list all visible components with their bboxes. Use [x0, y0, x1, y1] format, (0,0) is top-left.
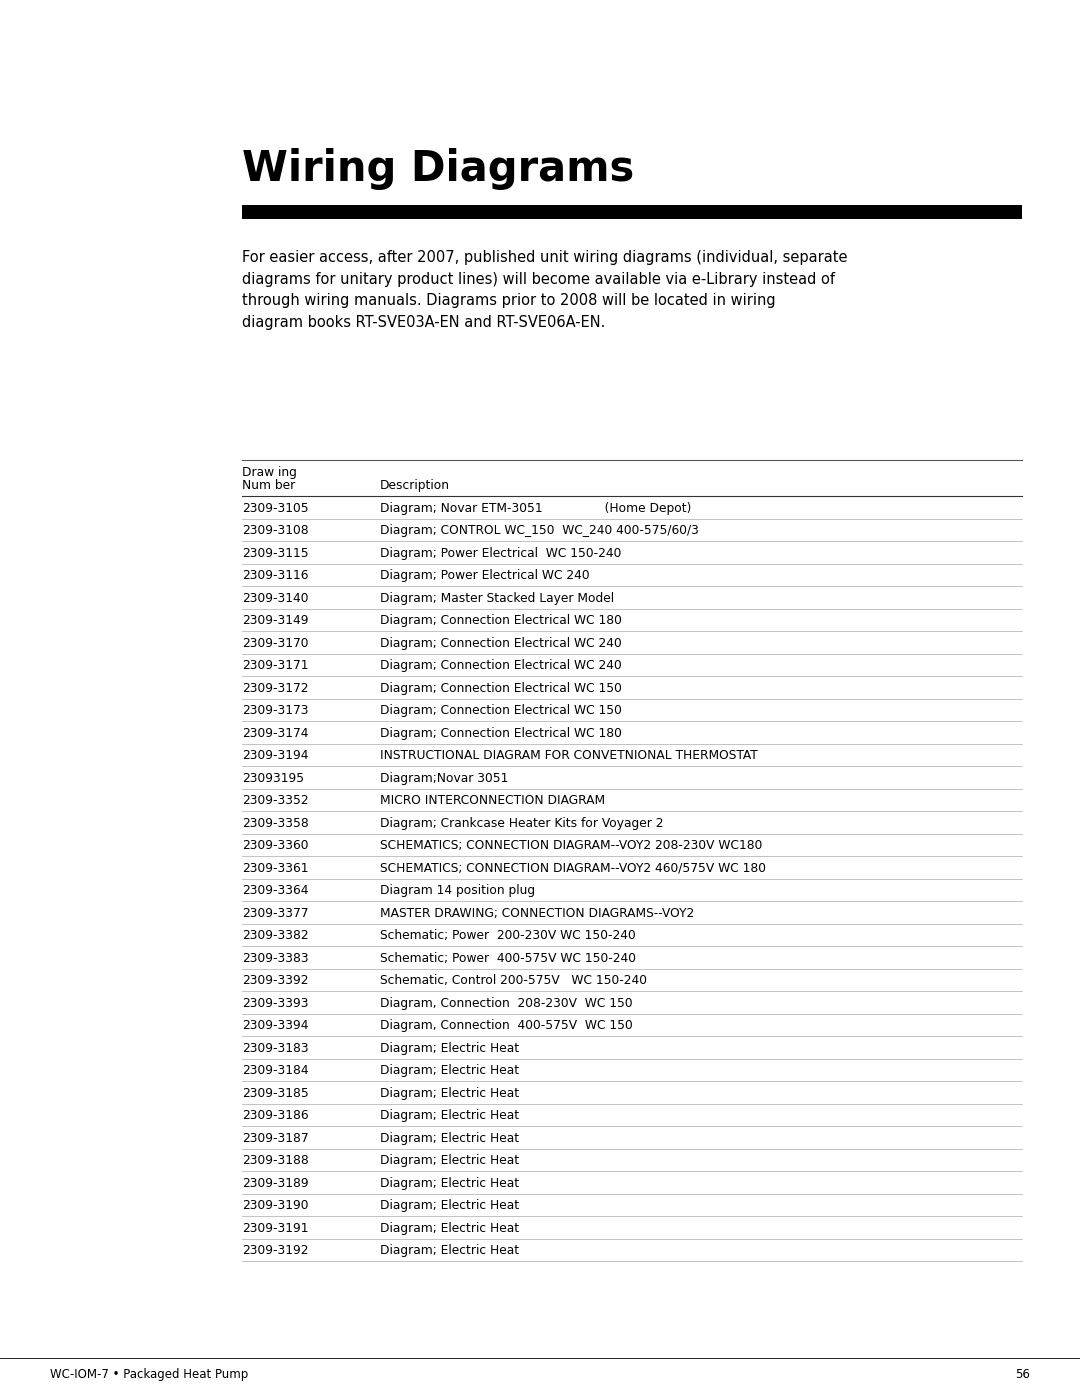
Text: Diagram; Electric Heat: Diagram; Electric Heat — [380, 1245, 519, 1257]
Text: MASTER DRAWING; CONNECTION DIAGRAMS--VOY2: MASTER DRAWING; CONNECTION DIAGRAMS--VOY… — [380, 907, 694, 919]
Text: 2309-3108: 2309-3108 — [242, 524, 309, 538]
Text: 2309-3361: 2309-3361 — [242, 862, 309, 875]
Text: 2309-3187: 2309-3187 — [242, 1132, 309, 1144]
Text: 2309-3184: 2309-3184 — [242, 1065, 309, 1077]
Text: INSTRUCTIONAL DIAGRAM FOR CONVETNIONAL THERMOSTAT: INSTRUCTIONAL DIAGRAM FOR CONVETNIONAL T… — [380, 749, 758, 763]
Text: 2309-3173: 2309-3173 — [242, 704, 309, 717]
Text: 56: 56 — [1015, 1368, 1030, 1382]
Text: 2309-3183: 2309-3183 — [242, 1042, 309, 1055]
Text: Diagram; Electric Heat: Diagram; Electric Heat — [380, 1176, 519, 1190]
Text: Diagram; Electric Heat: Diagram; Electric Heat — [380, 1065, 519, 1077]
Text: Diagram; Crankcase Heater Kits for Voyager 2: Diagram; Crankcase Heater Kits for Voyag… — [380, 817, 663, 830]
Text: MICRO INTERCONNECTION DIAGRAM: MICRO INTERCONNECTION DIAGRAM — [380, 795, 605, 807]
Text: Wiring Diagrams: Wiring Diagrams — [242, 148, 634, 190]
Text: Diagram; Electric Heat: Diagram; Electric Heat — [380, 1154, 519, 1168]
Text: Diagram 14 position plug: Diagram 14 position plug — [380, 884, 535, 897]
Text: 2309-3358: 2309-3358 — [242, 817, 309, 830]
Text: 2309-3116: 2309-3116 — [242, 569, 309, 583]
Text: Diagram; Connection Electrical WC 150: Diagram; Connection Electrical WC 150 — [380, 704, 622, 717]
Text: SCHEMATICS; CONNECTION DIAGRAM--VOY2 208-230V WC180: SCHEMATICS; CONNECTION DIAGRAM--VOY2 208… — [380, 840, 762, 852]
Text: Diagram; Novar ETM-3051                (Home Depot): Diagram; Novar ETM-3051 (Home Depot) — [380, 502, 691, 514]
Text: 2309-3105: 2309-3105 — [242, 502, 309, 514]
Text: WC-IOM-7 • Packaged Heat Pump: WC-IOM-7 • Packaged Heat Pump — [50, 1368, 248, 1382]
Text: Diagram; Master Stacked Layer Model: Diagram; Master Stacked Layer Model — [380, 592, 615, 605]
Text: 2309-3174: 2309-3174 — [242, 726, 309, 740]
Text: 2309-3192: 2309-3192 — [242, 1245, 309, 1257]
Text: 2309-3352: 2309-3352 — [242, 795, 309, 807]
Text: 2309-3185: 2309-3185 — [242, 1087, 309, 1099]
Text: 2309-3382: 2309-3382 — [242, 929, 309, 942]
Text: 2309-3186: 2309-3186 — [242, 1109, 309, 1122]
Text: 2309-3171: 2309-3171 — [242, 659, 309, 672]
Text: 2309-3394: 2309-3394 — [242, 1020, 309, 1032]
Text: 2309-3364: 2309-3364 — [242, 884, 309, 897]
Text: Diagram; Electric Heat: Diagram; Electric Heat — [380, 1222, 519, 1235]
Text: 2309-3190: 2309-3190 — [242, 1199, 309, 1213]
Text: Diagram; Electric Heat: Diagram; Electric Heat — [380, 1132, 519, 1144]
Text: Diagram; Connection Electrical WC 150: Diagram; Connection Electrical WC 150 — [380, 682, 622, 694]
Text: Diagram;Novar 3051: Diagram;Novar 3051 — [380, 771, 509, 785]
Text: Diagram; Electric Heat: Diagram; Electric Heat — [380, 1199, 519, 1213]
Text: Diagram; Connection Electrical WC 240: Diagram; Connection Electrical WC 240 — [380, 659, 622, 672]
Text: Num ber: Num ber — [242, 479, 295, 492]
Text: Diagram; CONTROL WC_150  WC_240 400-575/60/3: Diagram; CONTROL WC_150 WC_240 400-575/6… — [380, 524, 699, 538]
Text: 2309-3149: 2309-3149 — [242, 615, 309, 627]
Text: 2309-3140: 2309-3140 — [242, 592, 309, 605]
Text: Description: Description — [380, 479, 450, 492]
Text: Schematic; Power  400-575V WC 150-240: Schematic; Power 400-575V WC 150-240 — [380, 951, 636, 965]
Text: 2309-3188: 2309-3188 — [242, 1154, 309, 1168]
Text: 2309-3360: 2309-3360 — [242, 840, 309, 852]
Text: 23093195: 23093195 — [242, 771, 305, 785]
Text: Diagram; Connection Electrical WC 180: Diagram; Connection Electrical WC 180 — [380, 615, 622, 627]
Text: 2309-3191: 2309-3191 — [242, 1222, 309, 1235]
Text: 2309-3383: 2309-3383 — [242, 951, 309, 965]
Text: Diagram; Electric Heat: Diagram; Electric Heat — [380, 1109, 519, 1122]
Text: 2309-3393: 2309-3393 — [242, 996, 309, 1010]
Text: Diagram; Electric Heat: Diagram; Electric Heat — [380, 1042, 519, 1055]
Text: Diagram, Connection  400-575V  WC 150: Diagram, Connection 400-575V WC 150 — [380, 1020, 633, 1032]
Text: Schematic, Control 200-575V   WC 150-240: Schematic, Control 200-575V WC 150-240 — [380, 974, 647, 988]
Text: Diagram, Connection  208-230V  WC 150: Diagram, Connection 208-230V WC 150 — [380, 996, 633, 1010]
Text: 2309-3115: 2309-3115 — [242, 546, 309, 560]
Bar — [242, 205, 1022, 219]
Text: 2309-3377: 2309-3377 — [242, 907, 309, 919]
Text: 2309-3172: 2309-3172 — [242, 682, 309, 694]
Text: Diagram; Connection Electrical WC 180: Diagram; Connection Electrical WC 180 — [380, 726, 622, 740]
Text: Draw ing: Draw ing — [242, 467, 297, 479]
Text: 2309-3392: 2309-3392 — [242, 974, 309, 988]
Text: Diagram; Power Electrical  WC 150-240: Diagram; Power Electrical WC 150-240 — [380, 546, 621, 560]
Text: 2309-3194: 2309-3194 — [242, 749, 309, 763]
Text: Schematic; Power  200-230V WC 150-240: Schematic; Power 200-230V WC 150-240 — [380, 929, 636, 942]
Text: Diagram; Electric Heat: Diagram; Electric Heat — [380, 1087, 519, 1099]
Text: 2309-3189: 2309-3189 — [242, 1176, 309, 1190]
Text: SCHEMATICS; CONNECTION DIAGRAM--VOY2 460/575V WC 180: SCHEMATICS; CONNECTION DIAGRAM--VOY2 460… — [380, 862, 766, 875]
Text: For easier access, after 2007, published unit wiring diagrams (individual, separ: For easier access, after 2007, published… — [242, 250, 848, 330]
Text: Diagram; Connection Electrical WC 240: Diagram; Connection Electrical WC 240 — [380, 637, 622, 650]
Text: 2309-3170: 2309-3170 — [242, 637, 309, 650]
Text: Diagram; Power Electrical WC 240: Diagram; Power Electrical WC 240 — [380, 569, 590, 583]
